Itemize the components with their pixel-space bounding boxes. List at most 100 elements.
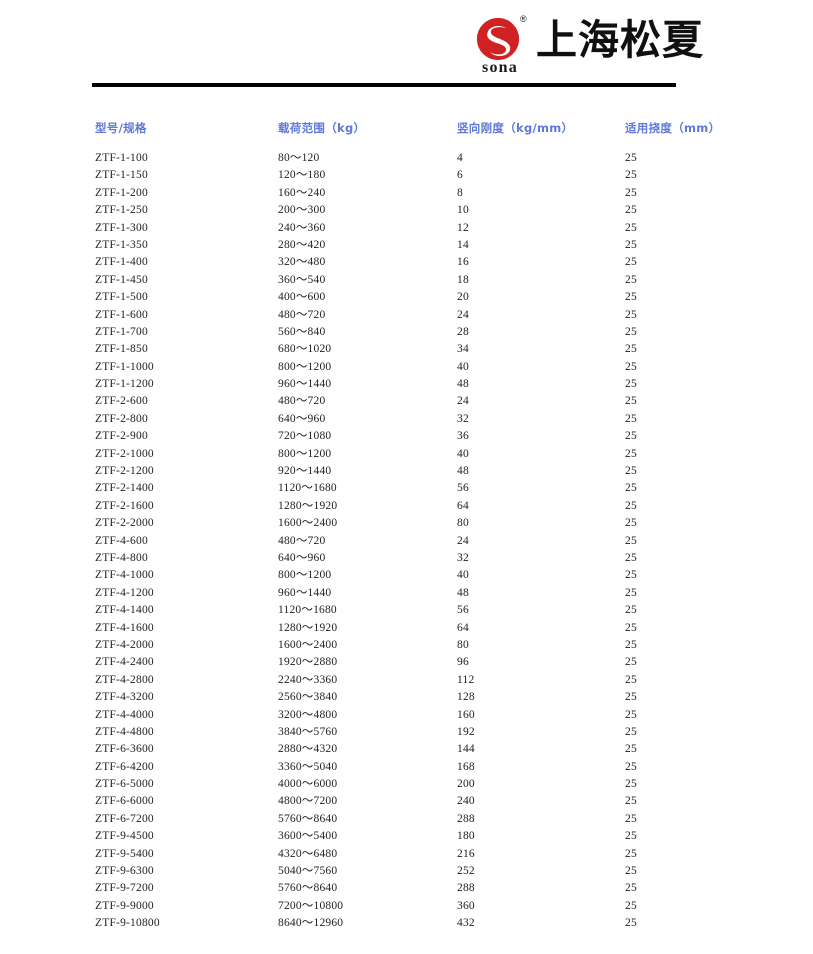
- table-row: ZTF-2-800 640～960 32 25: [0, 411, 813, 428]
- cell-vertical-stiffness: 288: [457, 812, 475, 825]
- table-row: ZTF-9-4500 3600～5400 180 25: [0, 828, 813, 845]
- cell-deflection: 25: [625, 360, 637, 373]
- cell-model: ZTF-4-4800: [95, 725, 154, 738]
- cell-load-range: 8640～12960: [278, 917, 344, 930]
- table-body: ZTF-1-100 80～120 4 25 ZTF-1-150 120～180 6 25 ZTF…: [0, 150, 813, 933]
- cell-load-range: 360～540: [278, 273, 326, 286]
- cell-deflection: 25: [625, 325, 637, 338]
- table-row: ZTF-4-2000 1600～2400 80 25: [0, 637, 813, 654]
- cell-deflection: 25: [625, 534, 637, 547]
- cell-model: ZTF-4-1400: [95, 604, 154, 617]
- table-row: ZTF-1-600 480～720 24 25: [0, 307, 813, 324]
- table-row: ZTF-1-150 120～180 6 25: [0, 167, 813, 184]
- cell-deflection: 25: [625, 499, 637, 512]
- cell-model: ZTF-9-6300: [95, 865, 154, 878]
- logo-wordmark: sona: [482, 59, 518, 76]
- cell-load-range: 800～1200: [278, 447, 332, 460]
- cell-load-range: 3600～5400: [278, 830, 338, 843]
- cell-deflection: 25: [625, 152, 637, 164]
- cell-load-range: 3840～5760: [278, 725, 338, 738]
- cell-vertical-stiffness: 34: [457, 343, 469, 356]
- cell-deflection: 25: [625, 673, 637, 686]
- cell-vertical-stiffness: 14: [457, 238, 469, 251]
- table-row: ZTF-4-1000 800～1200 40 25: [0, 567, 813, 584]
- cell-deflection: 25: [625, 169, 637, 182]
- table-row: ZTF-9-10800 8640～12960 432 25: [0, 915, 813, 932]
- table-row: ZTF-4-1200 960～1440 48 25: [0, 585, 813, 602]
- cell-model: ZTF-1-350: [95, 238, 148, 251]
- table-row: ZTF-6-3600 2880～4320 144 25: [0, 741, 813, 758]
- company-logo: ® sona 上海松夏: [470, 15, 704, 79]
- table-row: ZTF-1-700 560～840 28 25: [0, 324, 813, 341]
- cell-deflection: 25: [625, 691, 637, 704]
- table-row: ZTF-1-350 280～420 14 25: [0, 237, 813, 254]
- cell-deflection: 25: [625, 551, 637, 564]
- cell-vertical-stiffness: 32: [457, 551, 469, 564]
- cell-model: ZTF-1-500: [95, 291, 148, 304]
- table-row: ZTF-1-250 200～300 10 25: [0, 202, 813, 219]
- cell-load-range: 5040～7560: [278, 865, 338, 878]
- table-row: ZTF-1-300 240～360 12 25: [0, 220, 813, 237]
- cell-model: ZTF-1-400: [95, 256, 148, 269]
- cell-vertical-stiffness: 8: [457, 186, 463, 199]
- cell-vertical-stiffness: 24: [457, 534, 469, 547]
- cell-model: ZTF-9-10800: [95, 917, 160, 930]
- cell-model: ZTF-2-900: [95, 430, 148, 443]
- cell-model: ZTF-2-1400: [95, 482, 154, 495]
- cell-deflection: 25: [625, 778, 637, 791]
- cell-model: ZTF-6-6000: [95, 795, 154, 808]
- cell-load-range: 400～600: [278, 291, 326, 304]
- cell-load-range: 2240～3360: [278, 673, 338, 686]
- cell-vertical-stiffness: 64: [457, 621, 469, 634]
- cell-load-range: 1600～2400: [278, 638, 338, 651]
- cell-deflection: 25: [625, 586, 637, 599]
- table-row: ZTF-4-2400 1920～2880 96 25: [0, 654, 813, 671]
- table-row: ZTF-9-6300 5040～7560 252 25: [0, 863, 813, 880]
- table-row: ZTF-1-400 320～480 16 25: [0, 254, 813, 271]
- cell-vertical-stiffness: 48: [457, 465, 469, 478]
- cell-vertical-stiffness: 12: [457, 221, 469, 234]
- cell-vertical-stiffness: 240: [457, 795, 475, 808]
- table-row: ZTF-1-200 160～240 8 25: [0, 185, 813, 202]
- table-row: ZTF-2-1600 1280～1920 64 25: [0, 498, 813, 515]
- cell-deflection: 25: [625, 708, 637, 721]
- cell-load-range: 480～720: [278, 395, 326, 408]
- cell-load-range: 1280～1920: [278, 499, 338, 512]
- page-header: ® sona 上海松夏: [0, 0, 813, 92]
- company-name-cn: 上海松夏: [536, 16, 704, 64]
- cell-model: ZTF-6-4200: [95, 760, 154, 773]
- cell-vertical-stiffness: 24: [457, 308, 469, 321]
- cell-deflection: 25: [625, 847, 637, 860]
- cell-model: ZTF-6-7200: [95, 812, 154, 825]
- cell-vertical-stiffness: 48: [457, 586, 469, 599]
- cell-vertical-stiffness: 216: [457, 847, 475, 860]
- cell-load-range: 960～1440: [278, 586, 332, 599]
- cell-vertical-stiffness: 128: [457, 691, 475, 704]
- table-row: ZTF-2-900 720～1080 36 25: [0, 428, 813, 445]
- cell-model: ZTF-1-100: [95, 152, 148, 164]
- cell-load-range: 1280～1920: [278, 621, 338, 634]
- cell-vertical-stiffness: 4: [457, 152, 463, 164]
- cell-vertical-stiffness: 192: [457, 725, 475, 738]
- cell-load-range: 640～960: [278, 551, 326, 564]
- cell-deflection: 25: [625, 482, 637, 495]
- table-row: ZTF-1-1000 800～1200 40 25: [0, 359, 813, 376]
- cell-vertical-stiffness: 144: [457, 743, 475, 756]
- cell-model: ZTF-9-4500: [95, 830, 154, 843]
- cell-load-range: 200～300: [278, 204, 326, 217]
- table-row: ZTF-2-2000 1600～2400 80 25: [0, 515, 813, 532]
- cell-load-range: 7200～10800: [278, 899, 344, 912]
- table-row: ZTF-1-500 400～600 20 25: [0, 289, 813, 306]
- cell-load-range: 4000～6000: [278, 778, 338, 791]
- cell-vertical-stiffness: 180: [457, 830, 475, 843]
- cell-model: ZTF-4-1600: [95, 621, 154, 634]
- cell-deflection: 25: [625, 795, 637, 808]
- cell-deflection: 25: [625, 604, 637, 617]
- cell-vertical-stiffness: 200: [457, 778, 475, 791]
- table-row: ZTF-1-100 80～120 4 25: [0, 150, 813, 167]
- column-header-vertical-stiffness: 竖向刚度（kg/mm）: [457, 121, 574, 135]
- cell-deflection: 25: [625, 186, 637, 199]
- logo-mark-wrapper: ® sona: [470, 15, 532, 79]
- cell-load-range: 1600～2400: [278, 517, 338, 530]
- cell-model: ZTF-2-2000: [95, 517, 154, 530]
